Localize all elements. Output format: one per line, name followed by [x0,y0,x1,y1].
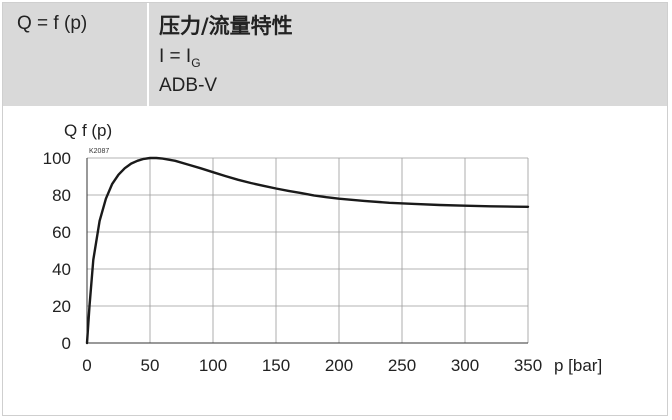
x-tick-label: 150 [262,356,290,375]
flow-curve [85,156,530,345]
x-tick-label: 200 [325,356,353,375]
figure-code: K2087 [89,148,109,155]
current-main: I = I [159,46,192,67]
x-tick-label: 250 [388,356,416,375]
x-tick-label: 0 [82,356,91,375]
x-tick-label: 350 [514,356,542,375]
header-divider [147,3,149,106]
figure-frame: Q = f (p) 压力/流量特性 I = IG ADB-V [2,2,668,416]
y-tick-label: 60 [52,223,71,242]
y-axis-label: Q f (p) [64,121,112,140]
y-tick-label: 100 [43,149,71,168]
header-panel: Q = f (p) 压力/流量特性 I = IG ADB-V [3,3,667,106]
model-label: ADB-V [159,75,218,96]
x-tick-label: 50 [141,356,160,375]
x-tick-label: 300 [451,356,479,375]
x-axis-label: p [bar] [554,356,602,375]
y-tick-label: 80 [52,186,71,205]
current-label: I = IG [159,46,201,70]
page-title: 压力/流量特性 [159,14,293,38]
current-subscript: G [191,55,201,70]
label-layer: 0 50 100 150 200 250 300 350 0 20 40 60 80 100 Q f (p)… [43,121,603,375]
axis-layer [86,158,528,344]
y-tick-label: 0 [62,334,71,353]
y-tick-label: 40 [52,260,71,279]
grid-layer [86,157,529,344]
formula-label: Q = f (p) [17,13,88,34]
x-tick-label: 100 [199,356,227,375]
y-tick-label: 20 [52,297,71,316]
curve-layer [85,156,530,345]
